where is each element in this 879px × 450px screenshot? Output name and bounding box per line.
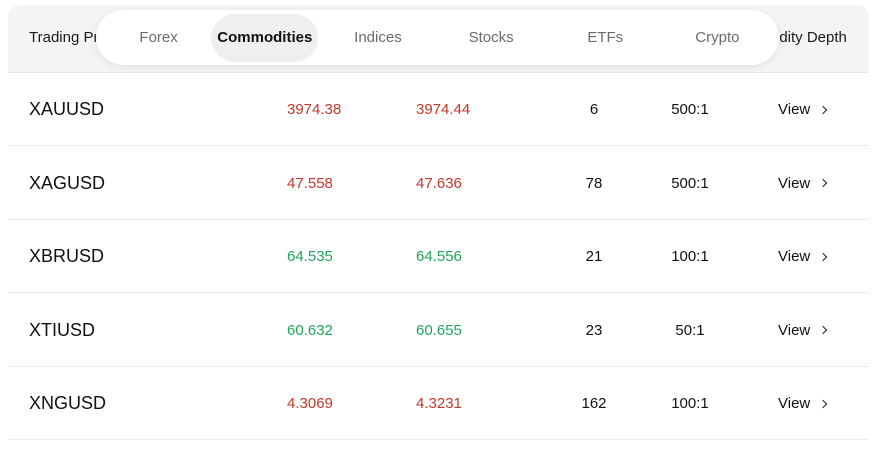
symbol-cell: XTIUSD (29, 319, 96, 340)
spread-cell: 162 (581, 395, 607, 412)
view-label: View (778, 174, 811, 192)
chevron-right-icon (819, 178, 828, 188)
tab-crypto[interactable]: Crypto (695, 29, 740, 46)
symbol-cell: XNGUSD (29, 393, 107, 413)
spread-cell: 23 (585, 321, 603, 339)
leverage-cell: 50:1 (675, 321, 705, 339)
view-depth-link[interactable]: View (778, 367, 828, 440)
instrument-table: Trading Pr idity Depth XAUUSD 3974.38 3974… (8, 5, 869, 450)
category-tabs: Forex Commodities Indices Stocks ETFs Cr… (96, 10, 779, 65)
leverage-cell: 100:1 (671, 395, 709, 412)
chevron-right-icon (819, 325, 828, 335)
table-row: XAGUSD 47.558 47.636 78 500:1 View (8, 147, 869, 220)
tab-forex[interactable]: Forex (139, 29, 178, 46)
leverage-cell: 500:1 (671, 101, 709, 118)
view-label: View (778, 395, 811, 412)
bid-price-cell: 3974.38 (287, 101, 342, 118)
bid-price-cell: 4.3069 (287, 395, 333, 412)
chevron-right-icon (819, 399, 828, 408)
symbol-cell: XAUUSD (29, 99, 105, 119)
ask-price-cell: 47.636 (416, 174, 462, 192)
table-row: XAUUSD 3974.38 3974.44 6 500:1 View (8, 73, 869, 146)
ask-price-cell: 3974.44 (416, 101, 471, 118)
table-row: XTIUSD 60.632 60.655 23 50:1 View (8, 294, 869, 367)
ask-price-cell: 60.655 (416, 321, 462, 339)
ask-price-cell: 64.556 (416, 248, 462, 265)
view-label: View (778, 248, 811, 265)
spread-cell: 6 (589, 101, 599, 118)
spread-cell: 21 (585, 248, 603, 265)
bid-price-cell: 64.535 (287, 248, 333, 265)
view-depth-link[interactable]: View (778, 147, 828, 220)
view-depth-link[interactable]: View (778, 73, 828, 146)
view-label: View (778, 321, 811, 339)
tab-etfs[interactable]: ETFs (587, 29, 624, 46)
symbol-cell: XBRUSD (29, 246, 105, 266)
bid-price-cell: 60.632 (287, 321, 333, 339)
header-liquidity-depth: idity Depth (776, 29, 847, 46)
spread-cell: 78 (585, 174, 603, 192)
chevron-right-icon (819, 105, 828, 114)
tab-stocks[interactable]: Stocks (468, 29, 514, 46)
ask-price-cell: 4.3231 (416, 395, 462, 412)
chevron-right-icon (819, 252, 828, 261)
leverage-cell: 100:1 (671, 248, 709, 265)
bid-price-cell: 47.558 (287, 174, 333, 192)
tab-commodities[interactable]: Commodities (211, 13, 319, 62)
table-row: XBRUSD 64.535 64.556 21 100:1 View (8, 220, 869, 293)
view-depth-link[interactable]: View (778, 220, 828, 293)
view-depth-link[interactable]: View (778, 294, 828, 367)
leverage-cell: 500:1 (671, 174, 709, 192)
view-label: View (778, 101, 811, 118)
symbol-cell: XAGUSD (29, 172, 106, 193)
tab-indices[interactable]: Indices (354, 29, 402, 46)
header-trading-product: Trading Pr (29, 29, 99, 46)
table-row: XNGUSD 4.3069 4.3231 162 100:1 View (8, 367, 869, 440)
